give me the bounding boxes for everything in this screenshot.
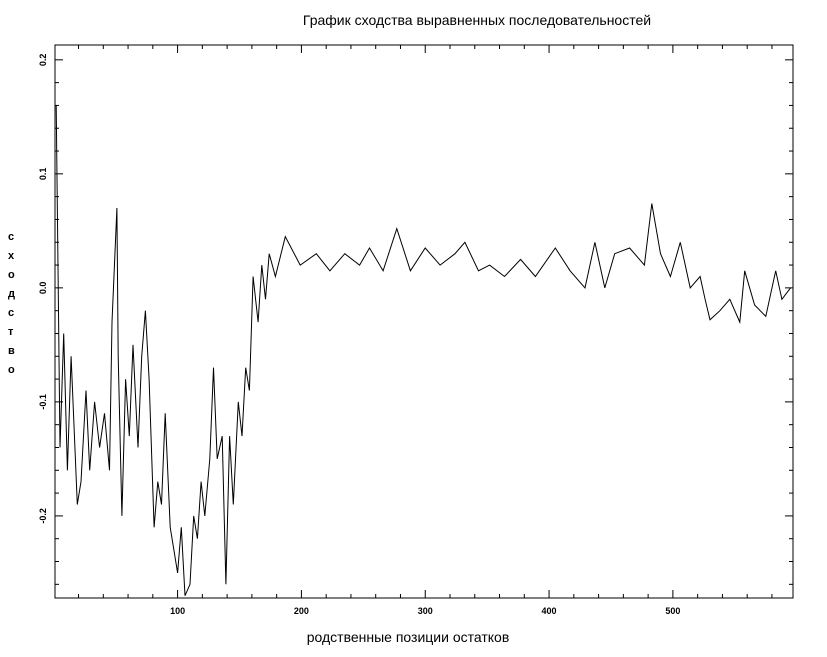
data-line [55, 105, 791, 596]
chart-title: График сходства выравненных последовател… [303, 12, 651, 28]
x-tick-label: 500 [665, 606, 680, 616]
y-tick-label: 0.1 [38, 168, 48, 181]
y-tick-label: 0.2 [38, 54, 48, 67]
x-tick-label: 300 [418, 606, 433, 616]
x-tick-label: 100 [170, 606, 185, 616]
x-tick-label: 200 [294, 606, 309, 616]
y-tick-label: -0.2 [38, 508, 48, 524]
x-axis-label: родственные позиции остатков [307, 629, 510, 645]
x-tick-label: 400 [542, 606, 557, 616]
y-tick-label: 0.0 [38, 282, 48, 295]
y-tick-label: -0.1 [38, 394, 48, 410]
plot-frame [54, 44, 794, 599]
